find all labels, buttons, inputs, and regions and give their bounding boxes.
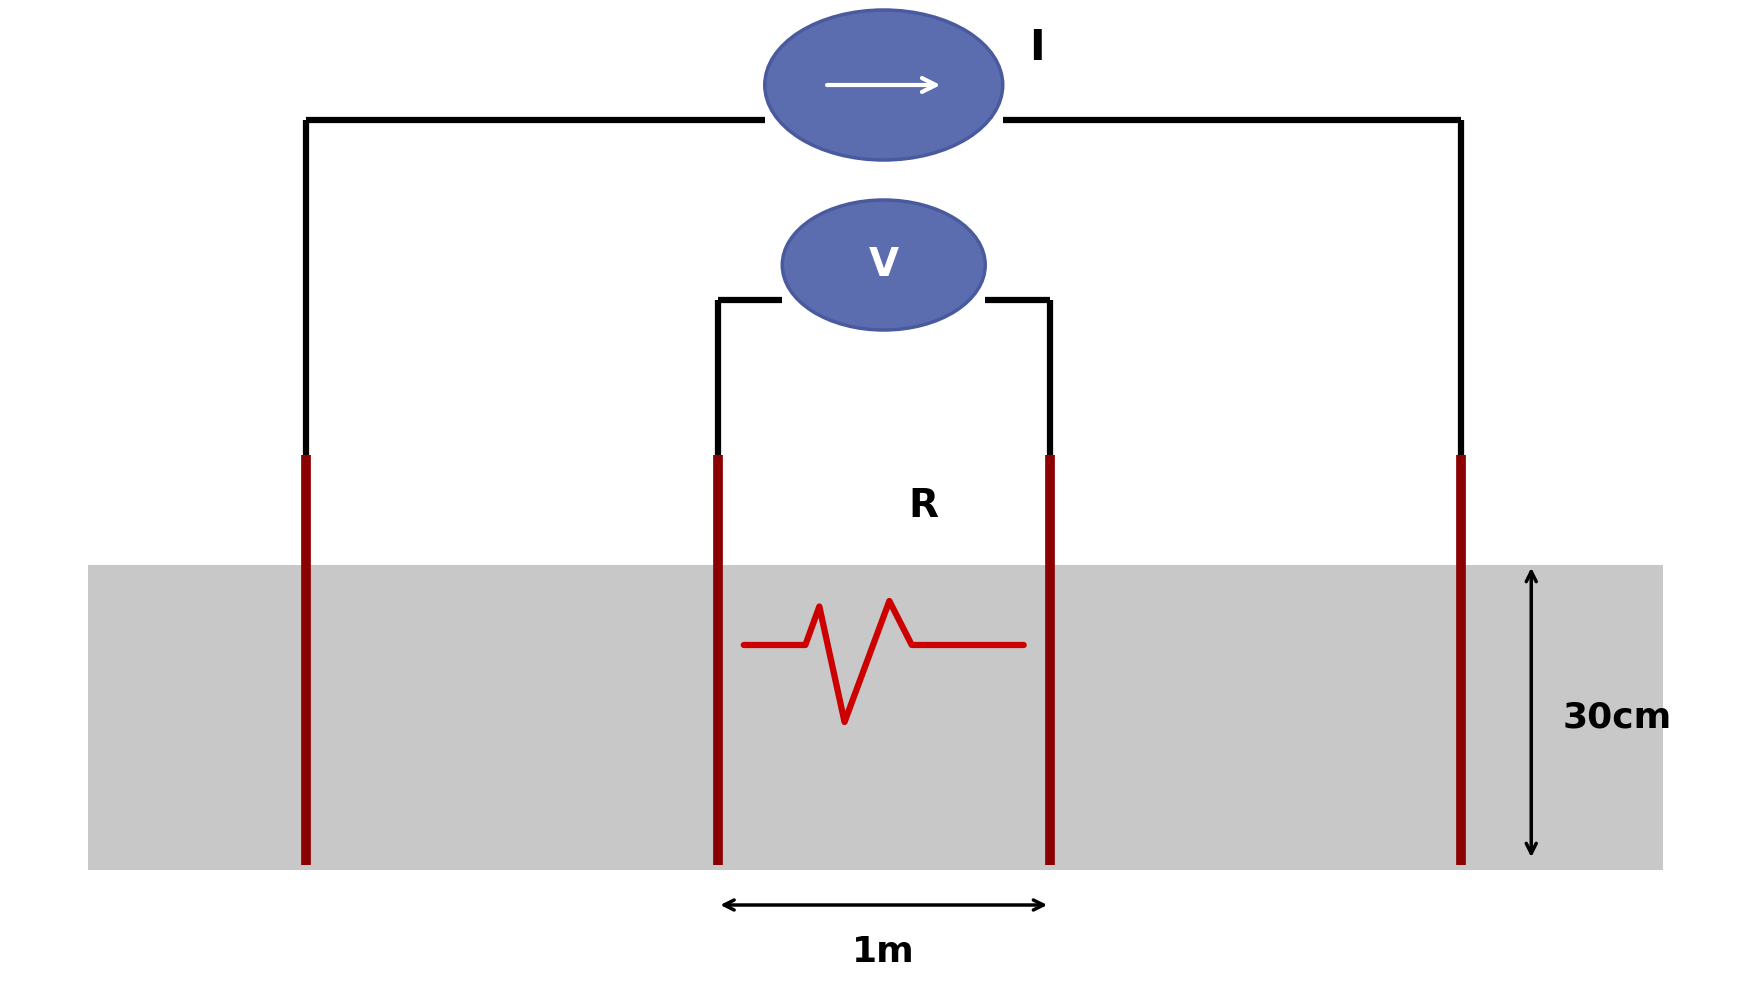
Ellipse shape	[765, 10, 1003, 160]
Bar	[88, 565, 1662, 870]
Text: R: R	[908, 487, 938, 525]
Ellipse shape	[782, 200, 985, 330]
Text: V: V	[868, 246, 900, 284]
Text: 30cm: 30cm	[1563, 700, 1671, 734]
Text: 1m: 1m	[852, 935, 915, 969]
Text: I: I	[1029, 26, 1045, 68]
